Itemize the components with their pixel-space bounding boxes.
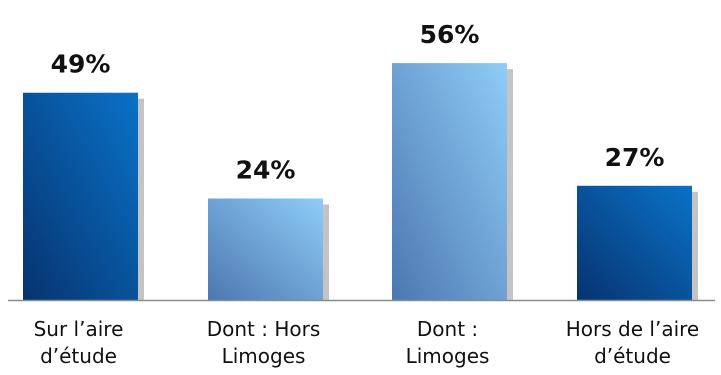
category-label: d’étude [594,344,671,368]
data-label: 27% [605,143,665,172]
bar-shadow [692,191,698,300]
bars-layer [23,63,698,301]
data-label: 24% [236,155,296,184]
category-label: Dont : [417,317,478,341]
category-label: Hors de l’aire [566,317,699,341]
category-label: d’étude [40,344,117,368]
data-label: 56% [420,20,480,49]
bar [392,63,507,301]
category-label: Sur l’aire [34,317,124,341]
category-label: Limoges [222,344,306,368]
labels-layer: 49% Sur l’aire d’étude 24% Dont : Hors Limoge… [34,20,700,368]
bar [208,198,323,300]
bar [577,185,692,300]
bar-shadow [507,69,513,301]
bar-shadow [323,204,329,300]
data-label: 49% [51,50,111,79]
bar-shadow [138,98,144,300]
bar [23,92,138,300]
category-label: Limoges [406,344,490,368]
category-label: Dont : Hors [207,317,321,341]
